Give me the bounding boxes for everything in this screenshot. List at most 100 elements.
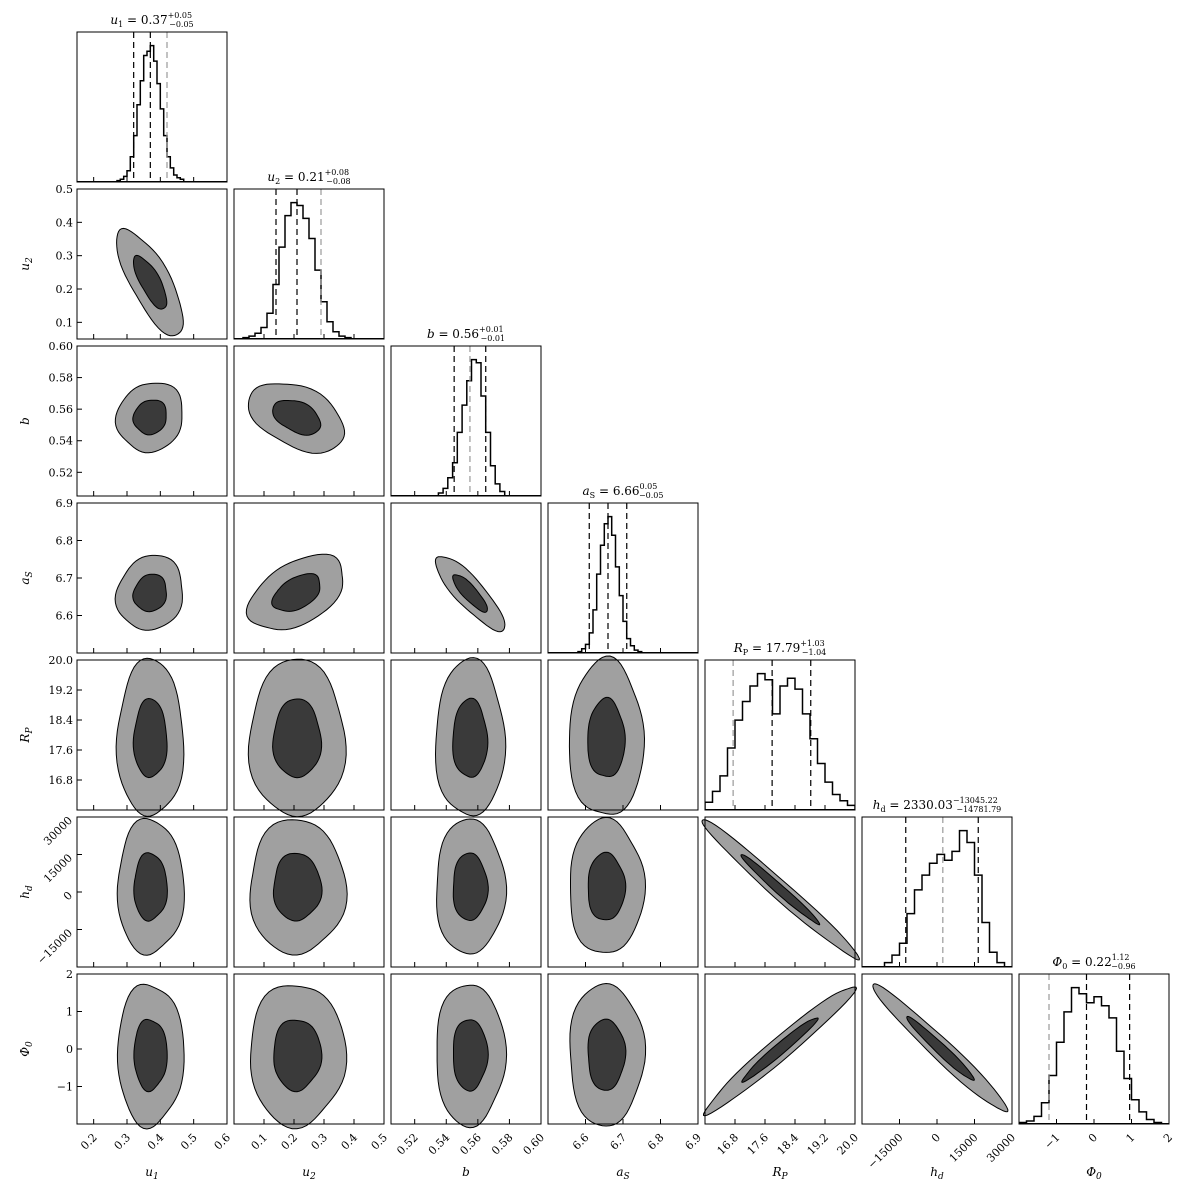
xlabel-b: b <box>462 1165 470 1179</box>
panel-u1-u2: 0.1 0.2 0.3 0.4 0.5 u2 <box>18 183 228 340</box>
xlabel-RP: RP <box>771 1165 788 1182</box>
ytick-label-b: 0.56 <box>49 403 74 416</box>
contour-inner-aS-Phi0 <box>587 1018 627 1091</box>
panel-frame <box>704 659 856 811</box>
ytick-label-aS: 6.7 <box>56 572 74 585</box>
xtick-label-u1: 0.5 <box>178 1131 200 1153</box>
panel-u1-b: 0.52 0.54 0.56 0.58 0.60 b <box>18 340 228 497</box>
title-hd: hd = 2330.03−13045.22 −14781.79 <box>873 796 1002 814</box>
panel-aS-aS: aS = 6.660.05 −0.05 <box>547 482 699 654</box>
panel-b-b: b = 0.56+0.01 −0.01 <box>390 325 542 497</box>
panel-frame <box>390 816 542 968</box>
ytick-label-RP: 20.0 <box>49 654 74 667</box>
xlabel-hd: hd <box>930 1165 944 1182</box>
histogram-b <box>437 358 506 496</box>
xtick-label-hd: −15000 <box>865 1131 905 1171</box>
panel-frame <box>76 973 228 1125</box>
contour-inner-b-Phi0 <box>453 1019 489 1092</box>
ytick-label-RP: 19.2 <box>49 684 74 697</box>
xtick-label-Phi0: 0 <box>1086 1131 1100 1145</box>
panel-u2-RP <box>233 658 385 818</box>
panel-u2-aS <box>233 502 385 654</box>
histogram-aS <box>577 515 643 653</box>
panel-b-RP <box>390 657 542 817</box>
title-aS: aS = 6.660.05 −0.05 <box>583 482 664 500</box>
ytick-label-hd: 0 <box>61 889 75 903</box>
contour-inner-u1-aS <box>132 573 167 613</box>
panel-b-hd <box>390 816 542 968</box>
ytick-label-hd: 15000 <box>41 851 75 885</box>
ylabel-hd: hd <box>18 885 35 899</box>
xtick-label-u2: 0.3 <box>309 1131 331 1153</box>
xtick-label-hd: 30000 <box>984 1131 1018 1165</box>
panel-u2-b <box>233 345 385 497</box>
panel-aS-hd <box>547 816 699 968</box>
ylabel-RP: RP <box>18 727 35 744</box>
ytick-label-aS: 6.9 <box>56 497 74 510</box>
ytick-label-b: 0.60 <box>49 340 74 353</box>
panel-frame <box>390 345 542 497</box>
contour-inner-u2-RP <box>272 698 323 779</box>
panel-frame <box>390 659 542 811</box>
panel-b-aS <box>390 502 542 654</box>
ytick-label-Phi0: −1 <box>57 1081 73 1094</box>
title-RP: RP = 17.79+1.03 −1.04 <box>733 639 827 657</box>
panel-frame <box>547 502 699 654</box>
xtick-label-aS: 6.8 <box>645 1131 667 1153</box>
contour-inner-u1-hd <box>133 852 168 922</box>
ytick-label-b: 0.54 <box>49 435 74 448</box>
ytick-label-Phi0: 1 <box>66 1006 73 1019</box>
panel-aS-RP <box>547 655 699 815</box>
panel-frame <box>704 973 856 1125</box>
title-u2: u2 = 0.21+0.08 −0.08 <box>267 168 350 186</box>
xtick-label-Phi0: 1 <box>1123 1131 1137 1145</box>
xtick-label-aS: 6.9 <box>683 1131 705 1153</box>
xtick-label-RP: 19.2 <box>805 1131 832 1158</box>
contour-inner-u1-RP <box>132 697 168 779</box>
ytick-label-u2: 0.1 <box>56 316 74 329</box>
xtick-label-u2: 0.4 <box>339 1131 361 1153</box>
xtick-label-hd: 15000 <box>947 1131 981 1165</box>
xlabel-Phi0: Φ0 <box>1086 1165 1102 1182</box>
ytick-label-b: 0.52 <box>49 466 74 479</box>
xtick-label-RP: 20.0 <box>835 1131 862 1158</box>
panel-RP-RP: RP = 17.79+1.03 −1.04 <box>704 639 856 811</box>
panel-frame <box>76 188 228 340</box>
ytick-label-RP: 18.4 <box>49 714 74 727</box>
ytick-label-hd: 30000 <box>41 814 75 848</box>
xtick-label-Phi0: 2 <box>1161 1131 1175 1145</box>
panel-frame <box>233 502 385 654</box>
xtick-label-Phi0: −1 <box>1042 1131 1063 1152</box>
panel-frame <box>76 659 228 811</box>
ytick-label-u2: 0.3 <box>56 250 74 263</box>
panel-frame <box>233 188 385 340</box>
panel-hd-Phi0: −15000 0 15000 30000 hd <box>861 973 1018 1182</box>
xtick-label-aS: 6.6 <box>570 1131 592 1153</box>
ytick-label-aS: 6.6 <box>56 610 74 623</box>
contour-inner-aS-RP <box>587 696 626 778</box>
panel-frame <box>233 345 385 497</box>
panel-frame <box>704 816 856 968</box>
panel-frame <box>76 31 228 183</box>
contour-inner-u2-b <box>272 400 322 436</box>
xtick-label-b: 0.58 <box>489 1131 516 1158</box>
panel-Phi0-Phi0: Φ0 = 0.221.12 −0.96 −1 0 1 2 Φ0 <box>1018 953 1175 1182</box>
panel-b-Phi0: 0.52 0.54 0.56 0.58 0.60 b <box>390 973 547 1179</box>
ytick-label-RP: 17.6 <box>49 744 74 757</box>
panel-u1-aS: 6.6 6.7 6.8 6.9 aS <box>18 497 228 654</box>
xlabel-aS: aS <box>616 1165 629 1182</box>
xtick-label-RP: 17.6 <box>745 1131 772 1158</box>
ytick-label-hd: −15000 <box>35 926 75 966</box>
histogram-hd <box>862 829 1012 967</box>
ytick-label-b: 0.58 <box>49 372 74 385</box>
xtick-label-b: 0.52 <box>394 1131 421 1158</box>
xtick-label-u2: 0.5 <box>369 1131 391 1153</box>
ytick-label-u2: 0.5 <box>56 183 74 196</box>
panel-u1-Phi0: −1 0 1 2 Φ0 0.2 0.3 0.4 0.5 0.6 u1 <box>18 968 233 1182</box>
panel-hd-hd: hd = 2330.03−13045.22 −14781.79 <box>861 796 1013 968</box>
ylabel-b: b <box>18 417 32 425</box>
xtick-label-b: 0.54 <box>426 1131 453 1158</box>
xtick-label-u1: 0.6 <box>212 1131 234 1153</box>
ylabel-u2: u2 <box>18 257 35 271</box>
